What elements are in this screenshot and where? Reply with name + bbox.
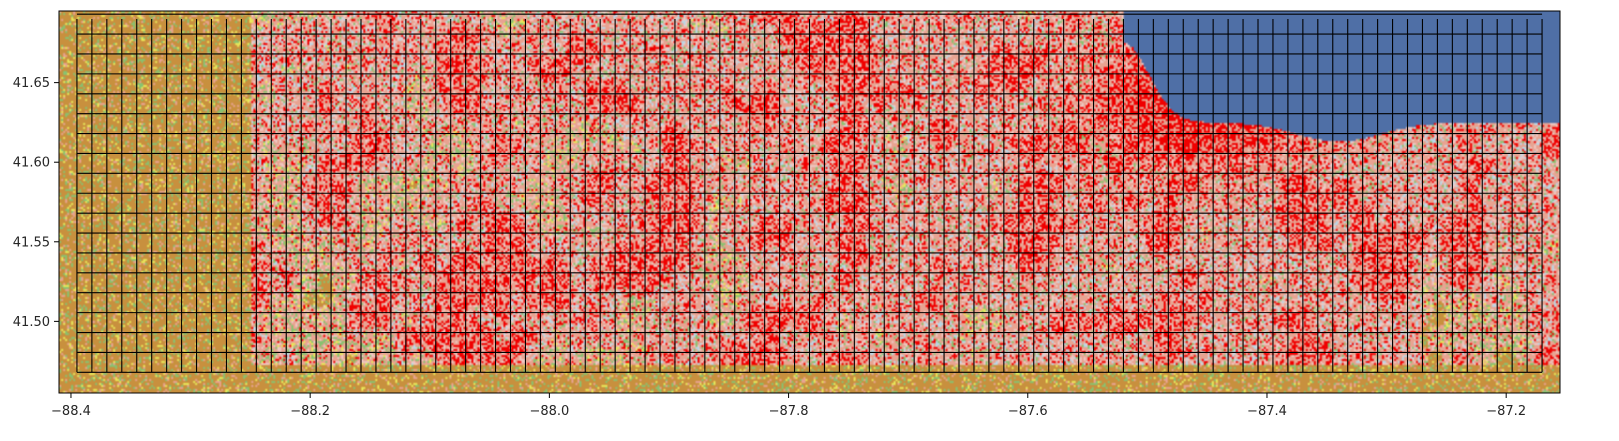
y-tick-label: 41.55 — [13, 235, 50, 250]
y-tick-label: 41.60 — [13, 156, 50, 171]
y-axis: 41.50 41.55 41.60 41.65 — [13, 76, 59, 330]
x-tick-label: −88.4 — [51, 404, 91, 419]
x-axis: −88.4 −88.2 −88.0 −87.8 −87.6 −87.4 −87.2 — [51, 393, 1526, 419]
x-tick-label: −88.0 — [529, 404, 569, 419]
x-tick-label: −87.2 — [1486, 404, 1526, 419]
tile-grid-overlay — [76, 13, 1543, 373]
y-tick-label: 41.65 — [13, 76, 50, 91]
x-tick-label: −87.6 — [1008, 404, 1048, 419]
y-tick-label: 41.50 — [13, 315, 50, 330]
x-tick-label: −87.8 — [769, 404, 809, 419]
x-tick-label: −87.4 — [1247, 404, 1287, 419]
x-tick-label: −88.2 — [290, 404, 330, 419]
plot-frame — [58, 10, 1561, 394]
